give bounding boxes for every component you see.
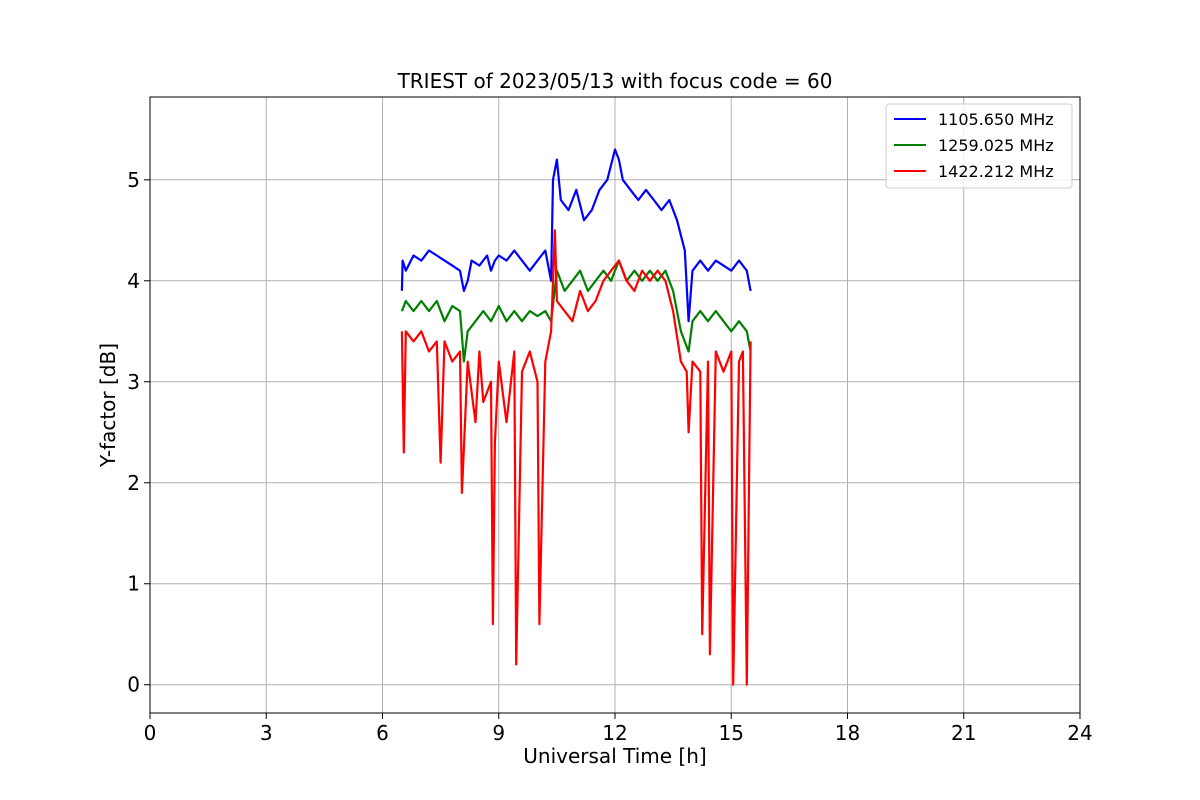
x-tick-label: 24 — [1067, 721, 1092, 745]
y-tick-label: 2 — [127, 471, 140, 495]
legend-frame — [885, 103, 1073, 189]
y-axis-label: Y-factor [dB] — [96, 343, 120, 468]
series-line-1 — [400, 148, 752, 323]
x-tick-label: 18 — [835, 721, 860, 745]
y-tick-label: 3 — [127, 370, 140, 394]
legend-label-2: 1259.025 MHz — [938, 136, 1054, 155]
legend-label-1: 1105.650 MHz — [938, 110, 1054, 129]
series-layer — [400, 148, 752, 686]
grid-layer — [149, 97, 1081, 713]
x-tick-label: 21 — [951, 721, 976, 745]
chart-title: TRIEST of 2023/05/13 with focus code = 6… — [397, 69, 833, 93]
y-tick-label: 4 — [127, 269, 140, 293]
y-tick-label: 1 — [127, 572, 140, 596]
x-tick-label: 15 — [719, 721, 744, 745]
legend: 1105.650 MHz 1259.025 MHz 1422.212 MHz — [885, 103, 1073, 189]
series-line-2 — [400, 259, 752, 363]
x-tick-label: 6 — [376, 721, 389, 745]
x-axis-label: Universal Time [h] — [523, 744, 706, 768]
legend-items: 1105.650 MHz 1259.025 MHz 1422.212 MHz — [894, 110, 1054, 181]
series-line-3 — [400, 229, 752, 686]
x-tick-label: 0 — [144, 721, 157, 745]
y-tick-label: 0 — [127, 673, 140, 697]
legend-label-3: 1422.212 MHz — [938, 162, 1054, 181]
y-tick-label: 5 — [127, 168, 140, 192]
x-tick-label: 12 — [602, 721, 627, 745]
x-tick-label: 3 — [260, 721, 273, 745]
x-tick-label: 9 — [492, 721, 505, 745]
